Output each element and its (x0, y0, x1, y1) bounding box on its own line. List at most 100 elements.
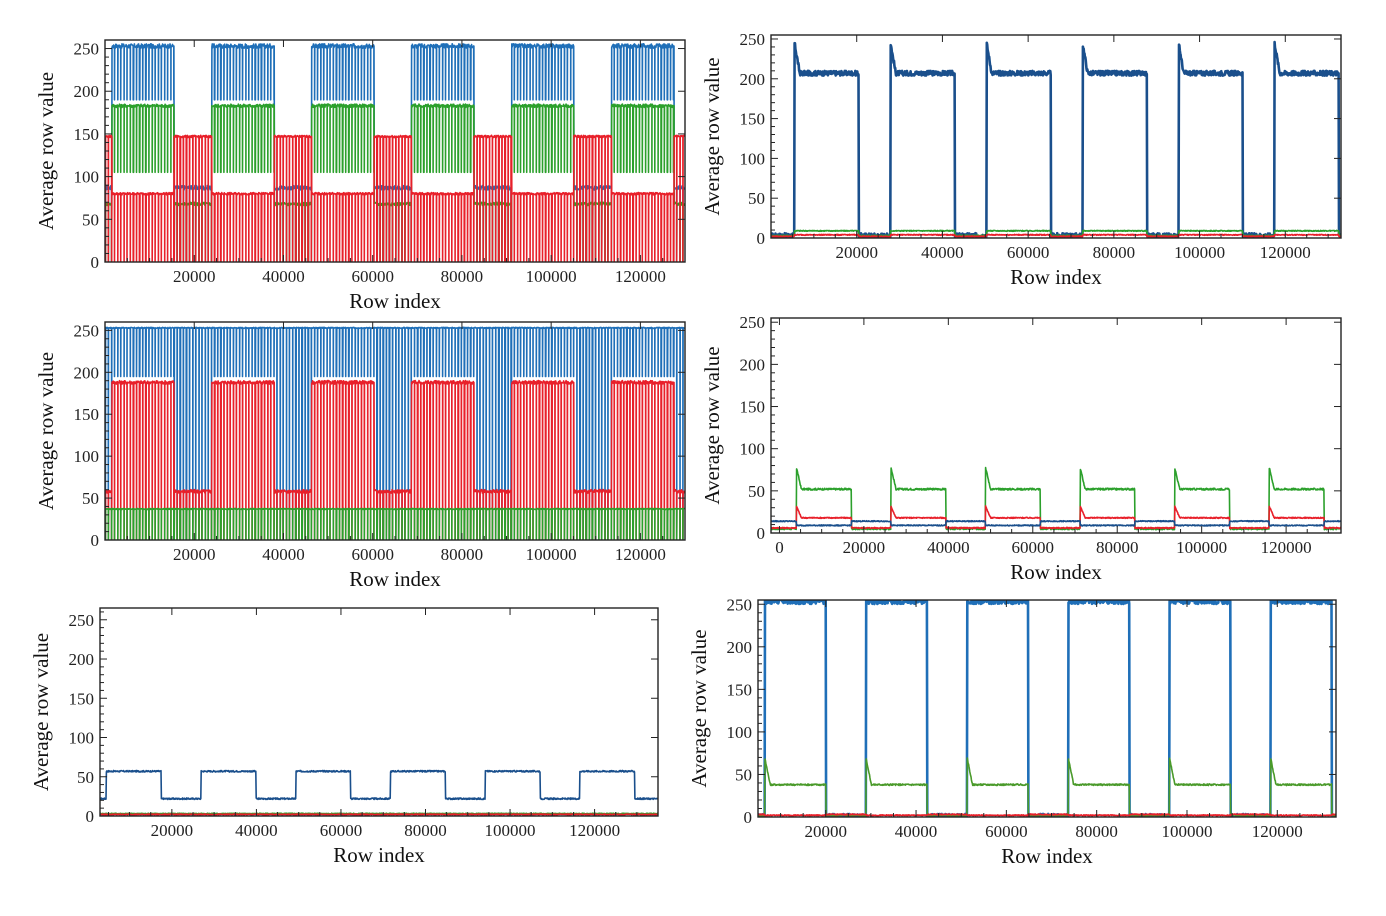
y-tick-label: 50 (735, 765, 752, 784)
y-tick-label: 150 (69, 689, 95, 708)
panel-f: 0 50 100 150 200 250 20000 40000 60000 80000 10000… (687, 595, 1337, 868)
y-tick-label: 150 (74, 125, 100, 144)
series-line-blue (105, 42, 685, 262)
y-tick-label: 100 (727, 723, 753, 742)
y-tick-label: 250 (74, 321, 100, 340)
y-tick-label: 250 (740, 313, 766, 332)
x-tick-label: 120000 (1252, 822, 1303, 841)
x-tick-label: 20000 (843, 538, 886, 557)
plot-area (105, 42, 685, 262)
plot-frame (770, 34, 1342, 239)
series-line-blue (771, 40, 1341, 238)
y-tick-label: 100 (74, 168, 100, 187)
x-tick-label: 80000 (441, 267, 484, 286)
y-tick-label: 50 (748, 482, 765, 501)
x-tick-label: 20000 (173, 267, 216, 286)
series-line-green (758, 757, 1336, 817)
x-tick-label: 100000 (1174, 243, 1225, 262)
x-tick-label: 40000 (262, 545, 305, 564)
panel-c: 0 50 100 150 200 250 20000 40000 60000 80000 10000… (34, 321, 686, 591)
plot-area (105, 326, 685, 540)
series-line-green (105, 103, 685, 262)
series-line-red (771, 505, 1341, 530)
y-tick-label: 0 (744, 808, 753, 827)
series-line-blue (105, 326, 685, 540)
x-tick-label: 60000 (1007, 243, 1050, 262)
x-axis-title: Row index (349, 289, 441, 313)
y-tick-label: 150 (740, 110, 766, 129)
y-axis-title: Average row value (700, 57, 724, 215)
y-tick-label: 200 (74, 363, 100, 382)
x-tick-label: 20000 (173, 545, 216, 564)
plot-area (758, 600, 1336, 817)
x-tick-label: 80000 (441, 545, 484, 564)
x-tick-label: 100000 (1176, 538, 1227, 557)
x-tick-label: 100000 (1161, 822, 1212, 841)
x-tick-label: 80000 (1075, 822, 1118, 841)
y-tick-label: 200 (740, 70, 766, 89)
x-tick-label: 100000 (526, 545, 577, 564)
y-axis-title: Average row value (34, 352, 58, 510)
y-tick-label: 200 (740, 355, 766, 374)
series-line-blue (100, 769, 658, 801)
y-tick-label: 100 (740, 440, 766, 459)
y-tick-label: 0 (86, 807, 95, 826)
series-line-red (105, 379, 685, 540)
x-axis-title: Row index (1010, 560, 1102, 584)
series-line-blue (771, 519, 1341, 527)
x-tick-label: 60000 (351, 545, 394, 564)
x-tick-label: 60000 (1012, 538, 1055, 557)
x-tick-label: 100000 (526, 267, 577, 286)
series-line-red (105, 134, 685, 262)
x-tick-label: 60000 (985, 822, 1028, 841)
x-axis-title: Row index (333, 843, 425, 867)
x-tick-label: 40000 (927, 538, 970, 557)
x-tick-label: 20000 (151, 821, 194, 840)
y-tick-label: 200 (74, 82, 100, 101)
y-tick-label: 100 (74, 447, 100, 466)
x-tick-label: 80000 (404, 821, 447, 840)
panel-d: 0 50 100 150 200 250 0 20000 40000 60000 80000 1000… (700, 313, 1342, 584)
y-tick-label: 250 (74, 40, 100, 59)
series-line-red (758, 813, 1336, 817)
y-tick-label: 0 (757, 229, 766, 248)
y-tick-label: 100 (740, 149, 766, 168)
y-tick-label: 150 (727, 680, 753, 699)
x-tick-label: 40000 (921, 243, 964, 262)
series-line-red (771, 233, 1341, 238)
y-tick-label: 0 (91, 253, 100, 272)
x-tick-label: 120000 (569, 821, 620, 840)
x-tick-label: 20000 (804, 822, 847, 841)
plot-frame (770, 317, 1342, 534)
panel-e: 0 50 100 150 200 250 20000 40000 60000 80000 10000… (29, 607, 659, 867)
y-axis-title: Average row value (687, 629, 711, 787)
y-tick-label: 250 (69, 611, 95, 630)
x-tick-label: 120000 (1261, 538, 1312, 557)
x-tick-label: 40000 (262, 267, 305, 286)
plot-area (771, 40, 1341, 238)
x-tick-label: 40000 (895, 822, 938, 841)
x-tick-label: 20000 (835, 243, 878, 262)
x-tick-label: 100000 (485, 821, 536, 840)
y-tick-label: 0 (91, 531, 100, 550)
x-axis-title: Row index (1010, 265, 1102, 289)
plot-frame (99, 607, 659, 817)
plot-area (771, 466, 1341, 531)
y-tick-label: 50 (82, 489, 99, 508)
x-axis-title: Row index (1001, 844, 1093, 868)
panel-a: 0 50 100 150 200 250 20000 40000 60000 80000 10000… (34, 39, 686, 313)
series-line-red (100, 813, 658, 816)
y-tick-label: 0 (757, 524, 766, 543)
series-line-green (105, 507, 685, 540)
y-tick-label: 100 (69, 729, 95, 748)
x-tick-label: 60000 (320, 821, 363, 840)
x-tick-label: 40000 (235, 821, 278, 840)
x-tick-label: 120000 (1260, 243, 1311, 262)
y-tick-label: 50 (748, 189, 765, 208)
y-tick-label: 250 (727, 595, 753, 614)
y-tick-label: 50 (82, 210, 99, 229)
x-tick-label: 60000 (351, 267, 394, 286)
series-line-blue (758, 600, 1336, 817)
x-tick-label: 0 (775, 538, 784, 557)
